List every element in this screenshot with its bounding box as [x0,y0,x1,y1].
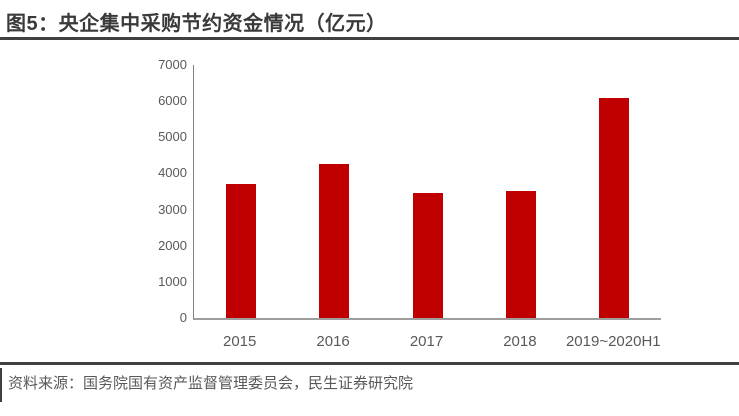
y-tick-label: 4000 [158,165,187,181]
left-edge-mark [0,368,2,402]
page-title: 图5：央企集中采购节约资金情况（亿元） [6,13,387,35]
bar-2019~2020H1 [599,98,630,318]
x-axis-label: 2016 [316,333,350,350]
title-divider [0,37,739,40]
plot-area [193,65,661,320]
x-axis-label: 2015 [223,333,257,350]
y-tick-label: 2000 [158,237,187,253]
y-tick-label: 6000 [158,93,187,109]
bar-2018 [505,191,536,318]
footer-divider [0,362,739,365]
y-tick-label: 5000 [158,129,187,145]
y-tick-label: 0 [179,310,187,325]
bar-2016 [319,164,350,318]
x-axis-label: 2018 [503,333,537,350]
x-axis-label: 2019~2020H1 [565,333,661,350]
bar-2017 [412,193,443,318]
y-tick-label: 1000 [158,273,187,289]
y-tick-label: 3000 [158,201,187,217]
y-tick-label: 7000 [158,57,187,72]
source-text: 资料来源：国务院国有资产监督管理委员会，民生证券研究院 [8,375,414,392]
bar-2015 [225,184,256,318]
x-axis-label: 2017 [409,333,444,350]
